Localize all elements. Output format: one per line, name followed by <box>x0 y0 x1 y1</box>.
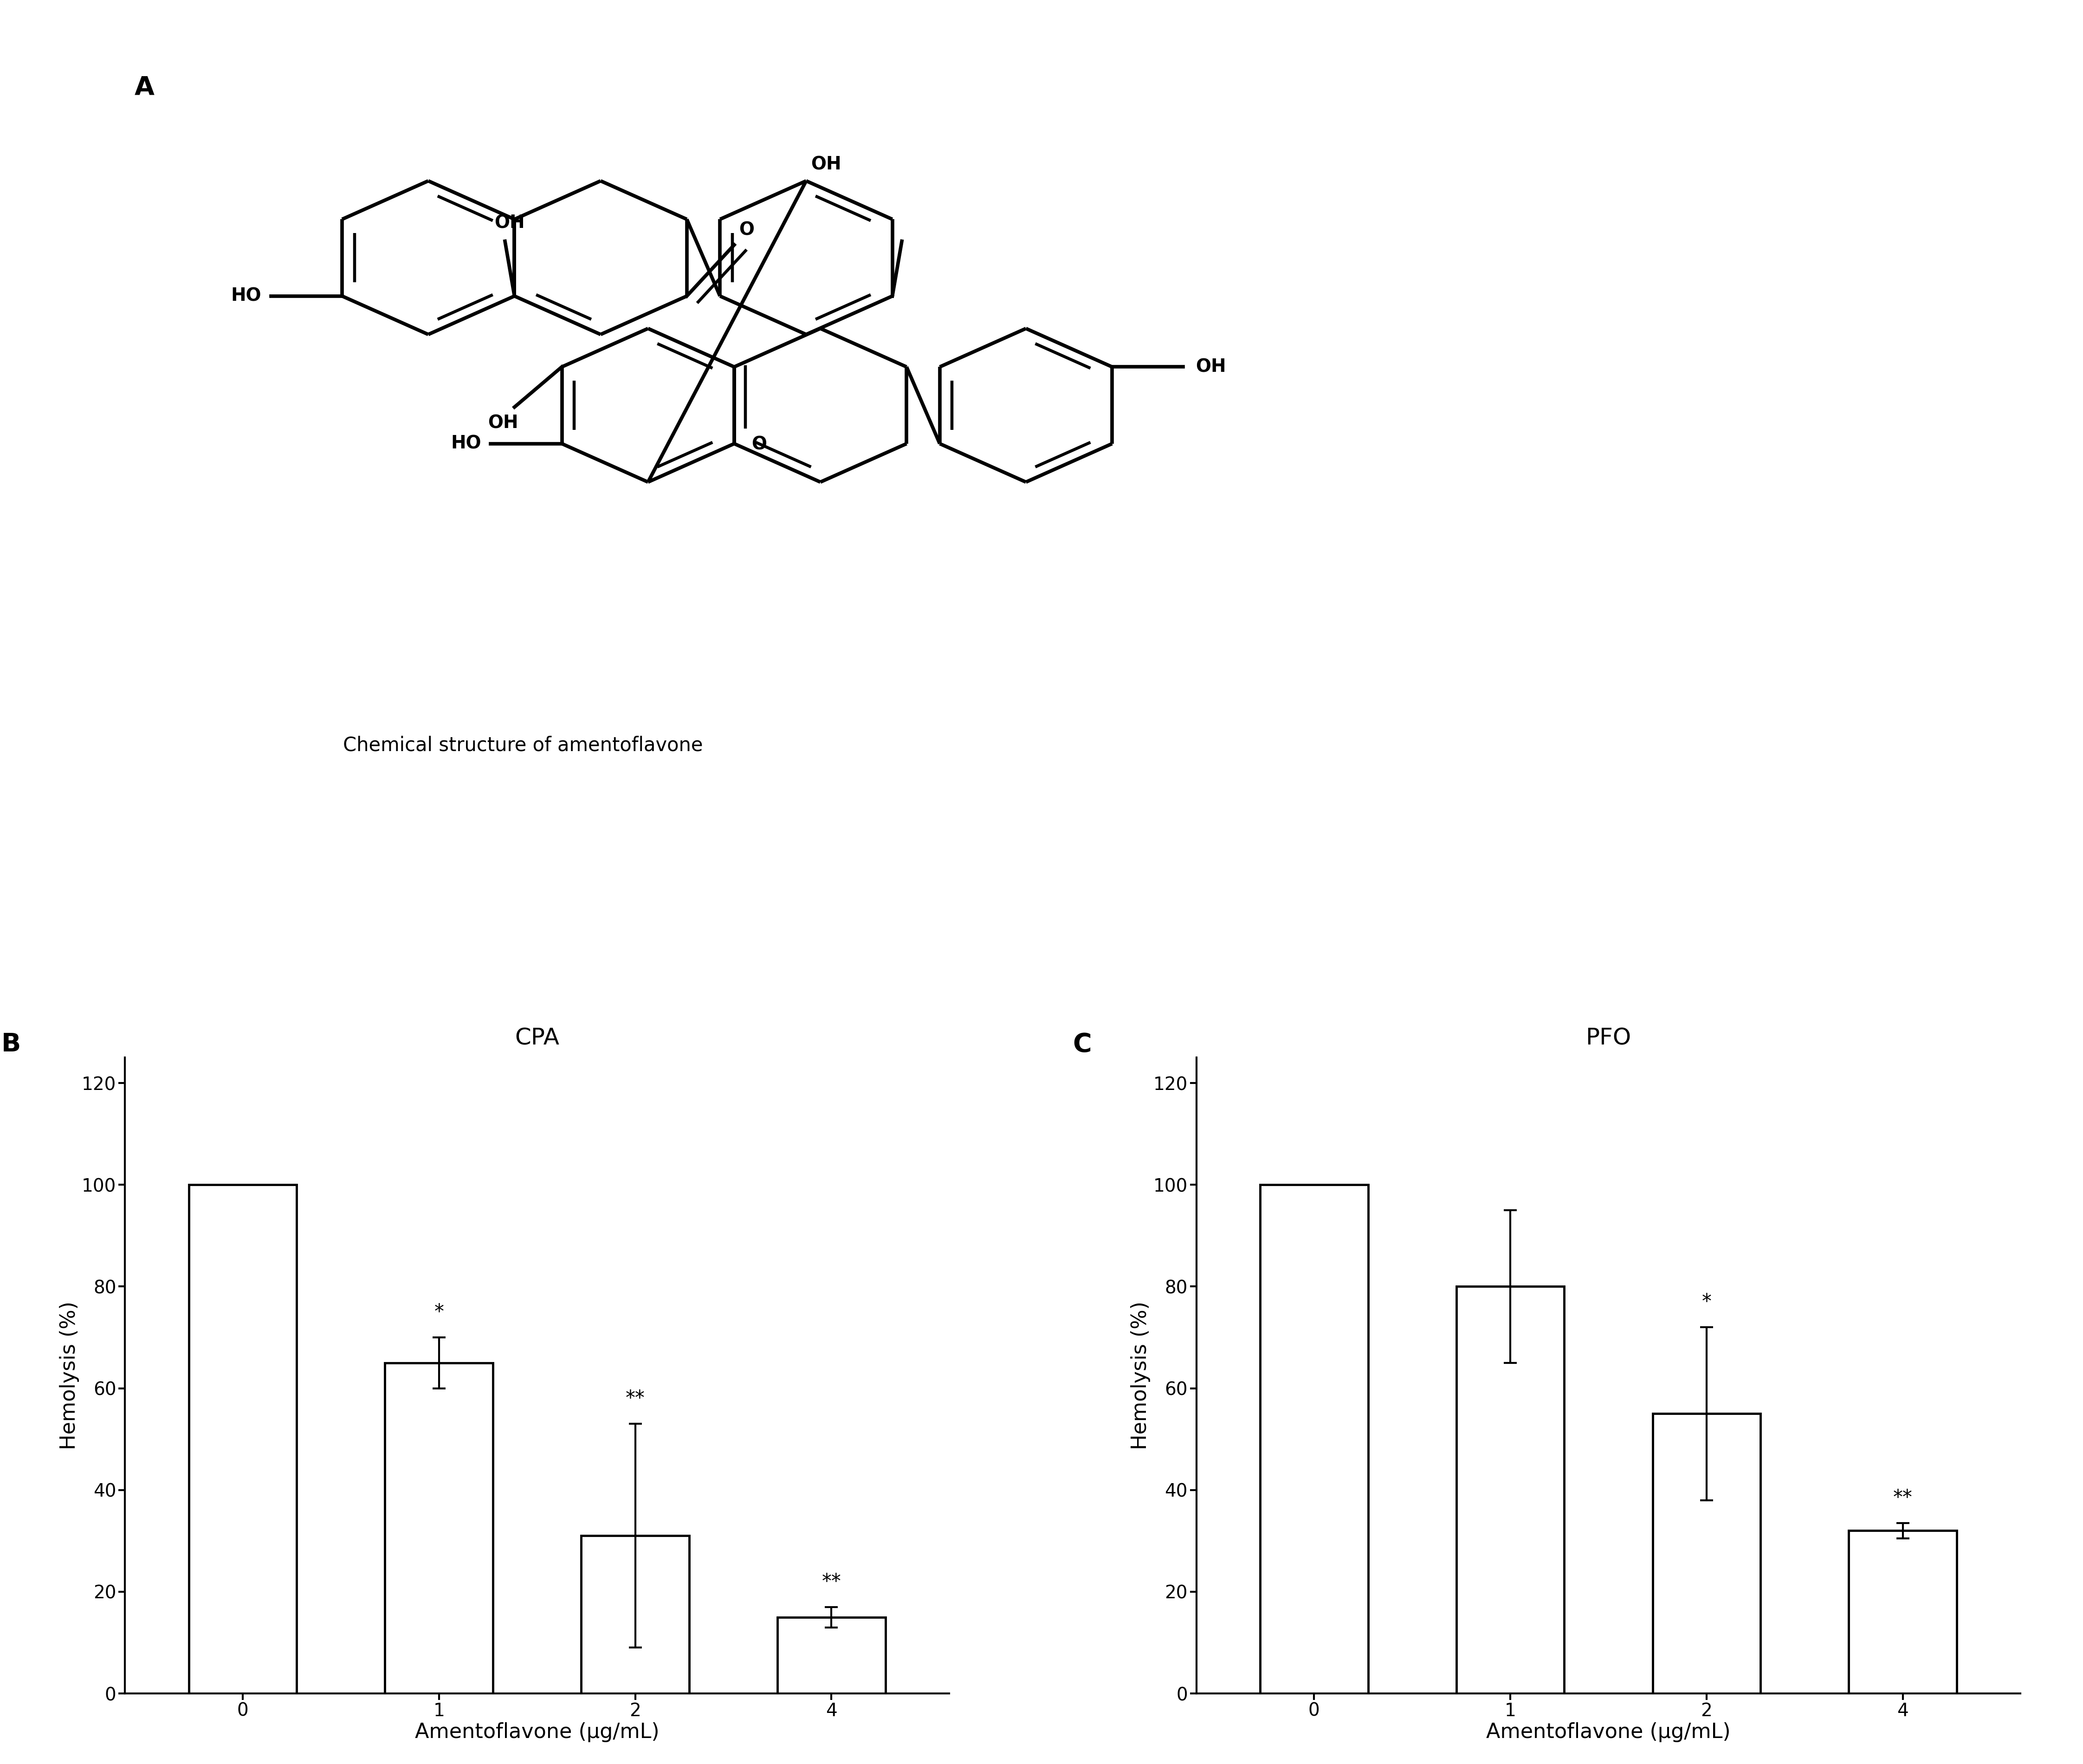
Text: OH: OH <box>494 213 525 231</box>
Text: **: ** <box>625 1388 646 1409</box>
Text: **: ** <box>1893 1489 1912 1508</box>
Text: *: * <box>433 1302 444 1321</box>
Text: **: ** <box>821 1572 842 1591</box>
Text: OH: OH <box>487 415 519 432</box>
Bar <box>1260 1185 1369 1693</box>
Bar <box>581 1536 689 1693</box>
Text: OH: OH <box>810 155 842 173</box>
Y-axis label: Hemolysis (%): Hemolysis (%) <box>1131 1302 1150 1450</box>
Y-axis label: Hemolysis (%): Hemolysis (%) <box>58 1302 79 1450</box>
Text: HO: HO <box>231 288 262 305</box>
Title: CPA: CPA <box>515 1027 560 1050</box>
Text: A: A <box>135 74 154 101</box>
Text: OH: OH <box>1196 358 1227 376</box>
Text: HO: HO <box>450 436 481 453</box>
Text: O: O <box>739 220 754 238</box>
Text: Chemical structure of amentoflavone: Chemical structure of amentoflavone <box>344 736 702 755</box>
Text: C: C <box>1073 1032 1091 1057</box>
Bar <box>1850 1531 1956 1693</box>
X-axis label: Amentoflavone (μg/mL): Amentoflavone (μg/mL) <box>415 1722 658 1743</box>
Text: O: O <box>752 436 767 453</box>
Bar <box>190 1185 296 1693</box>
Bar <box>777 1618 885 1693</box>
Bar <box>1456 1286 1564 1693</box>
Text: *: * <box>1702 1293 1712 1312</box>
Bar <box>1652 1413 1760 1693</box>
Text: B: B <box>2 1032 21 1057</box>
Bar <box>385 1364 494 1693</box>
Title: PFO: PFO <box>1585 1027 1631 1050</box>
X-axis label: Amentoflavone (μg/mL): Amentoflavone (μg/mL) <box>1487 1722 1731 1743</box>
